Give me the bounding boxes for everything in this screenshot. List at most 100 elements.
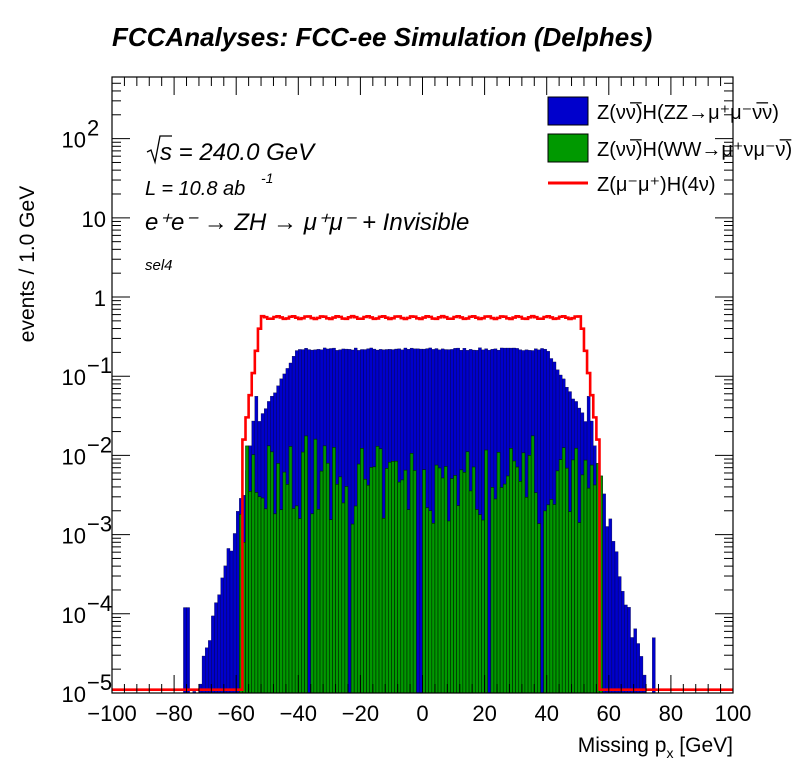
ww-bar — [434, 464, 439, 694]
x-tick-label: −20 — [342, 701, 379, 726]
ww-bar — [360, 448, 364, 694]
ww-bar — [568, 511, 572, 694]
y-tick-label: 10 −1 — [62, 353, 113, 390]
legend-swatch-ww — [547, 133, 589, 163]
y-axis-title: events / 1.0 GeV — [16, 186, 39, 342]
ww-bar — [577, 522, 582, 694]
y-tick-label: 1 — [94, 286, 106, 311]
x-tick-label: −100 — [87, 701, 137, 726]
x-tick-label: 0 — [416, 701, 428, 726]
lumi-annotation: L = 10.8 ab -1 — [145, 170, 273, 200]
ww-bar — [282, 471, 287, 694]
ww-bar — [279, 509, 284, 694]
ww-bar — [481, 519, 485, 694]
zz-bar — [232, 533, 237, 694]
ww-bar — [530, 435, 535, 694]
zz-bar — [624, 604, 628, 694]
ww-bar — [468, 490, 473, 694]
ww-bar — [456, 505, 461, 694]
ww-bar — [571, 459, 575, 694]
zz-bar — [633, 628, 637, 694]
ww-bar — [512, 460, 516, 694]
ww-bar — [400, 479, 405, 694]
zz-bar — [204, 647, 209, 694]
x-axis-title: Missing px [GeV] — [578, 734, 733, 761]
ww-bar — [440, 477, 445, 694]
zz-bar — [223, 565, 228, 694]
zz-bar — [627, 607, 631, 694]
legend-label-ww: Z(νν̅)H(WW→μ⁺νμ⁻ν̅) — [597, 138, 792, 161]
ww-bar — [543, 510, 547, 694]
ww-bar — [574, 447, 579, 694]
ww-bar — [366, 484, 371, 694]
ww-bar — [447, 520, 451, 694]
ww-bar — [372, 466, 377, 694]
ww-bar — [549, 499, 554, 694]
zz-bar — [211, 615, 215, 694]
ww-bar — [338, 476, 343, 694]
ww-bar — [304, 435, 308, 694]
zz-bar — [608, 518, 613, 694]
ww-bar — [552, 504, 557, 694]
ww-bar — [310, 513, 315, 694]
ww-bar — [319, 470, 324, 694]
ww-bar — [332, 447, 336, 694]
y-tick-label: 10 −5 — [62, 670, 113, 707]
ww-bar — [294, 505, 299, 694]
zz-bar — [487, 349, 491, 694]
ww-bar — [316, 509, 321, 694]
ww-bar — [384, 468, 389, 694]
4nu-step-line — [112, 314, 733, 692]
ww-bar — [375, 445, 380, 694]
svg-text:10: 10 — [62, 444, 86, 469]
sqrt-s-annotation: s = 240.0 GeV — [146, 135, 316, 166]
ww-bar — [381, 517, 386, 694]
zz-bar — [621, 591, 625, 694]
ww-bar — [378, 448, 383, 694]
zz-bar — [617, 576, 622, 694]
svg-text:10: 10 — [62, 603, 86, 628]
ww-bar — [580, 474, 585, 694]
x-tick-label: −80 — [155, 701, 192, 726]
zz-bar — [639, 656, 644, 694]
ww-bar — [527, 455, 532, 694]
ww-bar — [592, 484, 597, 694]
ww-bar — [537, 523, 541, 694]
ww-bar — [589, 464, 594, 694]
zz-bar — [229, 550, 234, 694]
ww-bar — [403, 469, 408, 694]
zz-bar — [540, 348, 544, 694]
ww-bar — [524, 496, 529, 694]
ww-bar — [546, 504, 551, 694]
x-axis: −100 −80 −60 −40 −20 0 20 40 60 80 100 — [87, 77, 751, 726]
ww-bar — [297, 518, 302, 694]
ww-bar — [431, 522, 436, 694]
ww-bar — [558, 459, 563, 694]
zz-bar — [217, 594, 221, 694]
ww-bar — [391, 461, 395, 694]
ww-bar — [301, 451, 305, 694]
zz-bar — [183, 607, 187, 694]
ww-bar — [270, 451, 274, 694]
ww-bar — [565, 467, 569, 694]
ww-bar — [555, 470, 560, 694]
zz-bar — [307, 349, 311, 694]
ww-bar — [254, 492, 259, 694]
ww-bar — [499, 487, 504, 694]
y-tick-label: 10 −2 — [62, 432, 113, 469]
ww-bar — [285, 484, 290, 694]
ww-bar — [406, 509, 411, 694]
ww-bar — [313, 438, 318, 694]
svg-text:10: 10 — [82, 207, 106, 232]
svg-text:-1: -1 — [261, 170, 273, 186]
ww-bar — [273, 513, 277, 694]
zz-bar — [236, 511, 240, 694]
ww-bar — [465, 451, 470, 694]
ww-bar — [412, 470, 417, 694]
ww-bar — [533, 492, 538, 694]
ww-bar — [509, 448, 513, 694]
x-tick-label: 80 — [659, 701, 683, 726]
ww-bar — [341, 502, 346, 694]
ww-bar — [502, 483, 507, 694]
